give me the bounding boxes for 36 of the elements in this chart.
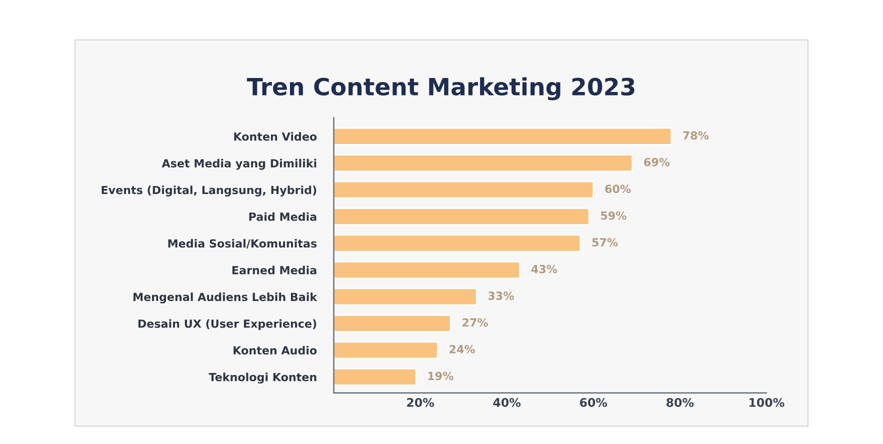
data-label: 69% [644, 158, 670, 166]
y-tick-label: Media Sosial/Komunitas [168, 239, 317, 249]
bar [334, 261, 521, 279]
bar [334, 288, 478, 306]
x-tick-label: 60% [580, 398, 608, 407]
bar [334, 127, 672, 146]
y-tick-label: Paid Media [249, 212, 316, 221]
data-label: 43% [531, 264, 558, 274]
y-tick-label: Desain UX (User Experience) [138, 319, 316, 330]
y-tick-label: Konten Video [234, 132, 317, 141]
data-label: 33% [488, 292, 514, 300]
bar [334, 180, 594, 199]
data-label: 19% [428, 372, 454, 380]
data-label: 27% [462, 318, 488, 327]
data-label: 57% [592, 238, 618, 246]
y-tick-label: Events (Digital, Langsung, Hybrid) [102, 186, 316, 196]
bar [334, 234, 582, 252]
y-tick-label: Earned Media [232, 266, 316, 274]
bar [334, 154, 634, 172]
data-label: 24% [450, 345, 475, 354]
data-label: 78% [683, 131, 709, 140]
y-tick-label: Teknologi Konten [208, 372, 316, 384]
x-tick-label: 80% [666, 398, 694, 407]
bar [334, 314, 452, 332]
x-tick-label: 40% [493, 398, 521, 407]
y-tick-label: Mengenal Audiens Lebih Baik [134, 292, 318, 304]
data-label: 59% [601, 211, 626, 220]
x-tick-label: 100% [750, 398, 784, 407]
bar [334, 208, 590, 226]
bar [334, 341, 438, 360]
data-label: 60% [605, 184, 631, 194]
chart-title: Tren Content Marketing 2023 [246, 77, 634, 100]
y-tick-label: Konten Audio [234, 346, 317, 355]
y-tick-label: Aset Media yang Dimiliki [162, 158, 316, 170]
bar [334, 368, 417, 386]
x-tick-label: 20% [407, 398, 434, 407]
